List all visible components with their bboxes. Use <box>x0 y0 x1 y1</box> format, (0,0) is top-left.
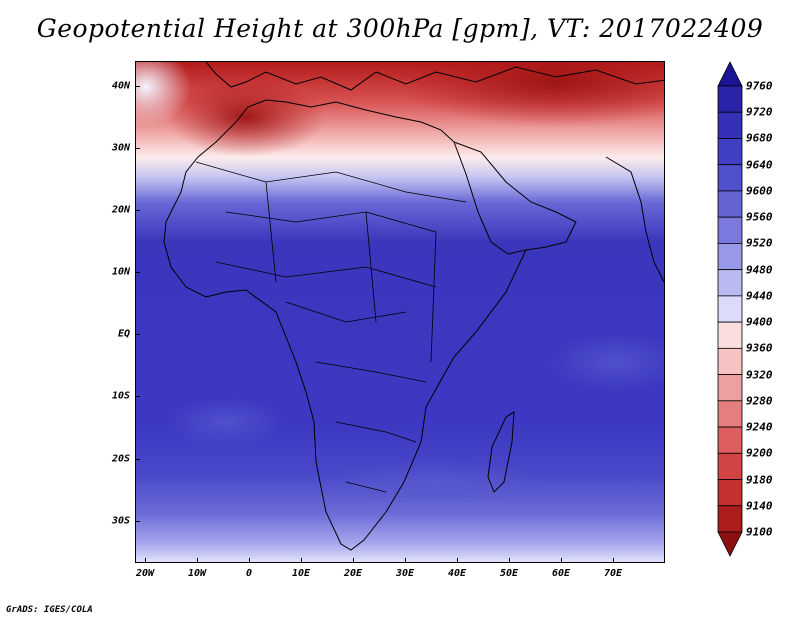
lon-tick <box>613 558 614 563</box>
lat-tick <box>135 148 140 149</box>
coastline-india <box>605 156 664 283</box>
coastline-africa <box>163 99 527 551</box>
lon-tick <box>145 558 146 563</box>
colorbar-segment <box>717 111 743 139</box>
lon-label-20w: 20W <box>135 568 155 579</box>
colorbar-label: 9520 <box>746 236 773 250</box>
lon-tick <box>561 558 562 563</box>
lat-label-30s: 30S <box>111 515 130 527</box>
lon-tick <box>353 558 354 563</box>
colorbar-top-triangle <box>717 61 743 87</box>
colorbar-bottom-triangle <box>717 531 743 557</box>
colorbar-label: 9720 <box>746 105 773 119</box>
lon-tick <box>457 558 458 563</box>
colorbar-segment <box>717 452 743 480</box>
colorbar-label: 9240 <box>746 420 773 434</box>
lat-tick <box>135 272 140 273</box>
colorbar-label: 9320 <box>746 368 773 382</box>
lon-label-10w: 10W <box>187 568 207 579</box>
colorbar-label: 9440 <box>746 289 773 303</box>
lon-label-0: 0 <box>245 568 253 579</box>
colorbar-segment <box>717 243 743 271</box>
colorbar-segment <box>717 374 743 402</box>
country-borders <box>195 161 467 493</box>
lon-tick <box>249 558 250 563</box>
lon-label-30e: 30E <box>395 568 415 579</box>
colorbar-segment <box>717 295 743 323</box>
colorbar-segment <box>717 400 743 428</box>
lon-label-20e: 20E <box>343 568 363 579</box>
coastline-arabia <box>453 141 577 251</box>
lat-label-40n: 40N <box>111 80 130 92</box>
lat-tick <box>135 521 140 522</box>
colorbar-label: 9640 <box>746 158 773 172</box>
map-panel <box>135 61 665 563</box>
lon-label-40e: 40E <box>447 568 467 579</box>
lat-tick <box>135 396 140 397</box>
colorbar-label: 9100 <box>746 525 773 539</box>
colorbar-label: 9400 <box>746 315 773 329</box>
colorbar-segment <box>717 321 743 349</box>
colorbar-label: 9760 <box>746 79 773 93</box>
lon-label-10e: 10E <box>291 568 311 579</box>
colorbar-segment <box>717 216 743 244</box>
lat-label-20s: 20S <box>111 453 130 465</box>
colorbar-label: 9560 <box>746 210 773 224</box>
lat-label-10n: 10N <box>111 266 130 278</box>
colorbar-segment <box>717 426 743 454</box>
lon-tick <box>197 558 198 563</box>
lon-tick <box>301 558 302 563</box>
lat-tick <box>135 459 140 460</box>
lat-label-20n: 20N <box>111 204 130 216</box>
lon-label-50e: 50E <box>499 568 519 579</box>
colorbar-segment <box>717 505 743 533</box>
lat-label-30n: 30N <box>111 142 130 154</box>
colorbar-label: 9600 <box>746 184 773 198</box>
lat-label-eq: EQ <box>117 328 130 340</box>
colorbar-segment <box>717 269 743 297</box>
lon-label-60e: 60E <box>551 568 571 579</box>
colorbar-segment <box>717 138 743 166</box>
map-title: Geopotential Height at 300hPa [gpm], VT:… <box>36 14 764 43</box>
lon-tick <box>405 558 406 563</box>
lat-tick <box>135 86 140 87</box>
colorbar-label: 9180 <box>746 473 773 487</box>
coastline-madagascar <box>487 411 515 493</box>
colorbar-segment <box>717 164 743 192</box>
lat-tick <box>135 334 140 335</box>
colorbar-label: 9360 <box>746 341 773 355</box>
colorbar <box>717 61 743 557</box>
colorbar-label: 9480 <box>746 263 773 277</box>
colorbar-label: 9200 <box>746 446 773 460</box>
lat-tick <box>135 210 140 211</box>
colorbar-label: 9140 <box>746 499 773 513</box>
grads-credit: GrADS: IGES/COLA <box>6 605 93 615</box>
colorbar-segment <box>717 190 743 218</box>
colorbar-label: 9280 <box>746 394 773 408</box>
colorbar-segment <box>717 347 743 375</box>
lon-tick <box>509 558 510 563</box>
geopotential-field <box>136 62 664 562</box>
coastline-europe <box>205 62 664 91</box>
lon-label-70e: 70E <box>603 568 623 579</box>
colorbar-label: 9680 <box>746 131 773 145</box>
colorbar-segment <box>717 479 743 507</box>
colorbar-segment <box>717 85 743 113</box>
lat-label-10s: 10S <box>111 390 130 402</box>
